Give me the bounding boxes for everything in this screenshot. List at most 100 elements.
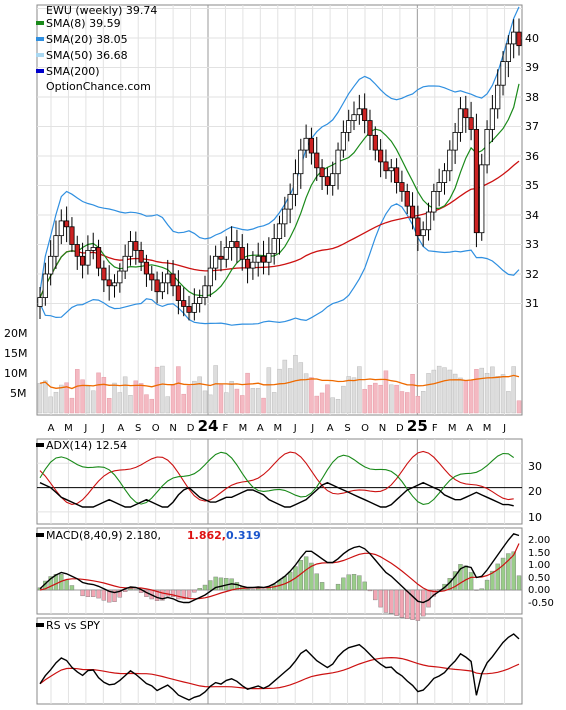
volume-tick: 15M bbox=[4, 347, 28, 360]
volume-bar bbox=[49, 397, 53, 413]
macd-histogram-bar bbox=[208, 581, 212, 590]
candle-body bbox=[458, 109, 462, 133]
candle-body bbox=[405, 191, 409, 206]
volume-bar bbox=[155, 367, 159, 413]
candle-body bbox=[304, 138, 308, 150]
candle-body bbox=[283, 209, 287, 224]
volume-bar bbox=[421, 391, 425, 413]
volume-bar bbox=[341, 386, 345, 413]
candle-body bbox=[384, 162, 388, 171]
volume-bar bbox=[160, 366, 164, 413]
candle-body bbox=[187, 306, 191, 312]
month-label: A bbox=[466, 423, 473, 434]
price-tick: 38 bbox=[525, 91, 539, 104]
candle-body bbox=[272, 239, 276, 254]
month-label: M bbox=[239, 423, 248, 434]
volume-bar bbox=[198, 377, 202, 413]
candle-body bbox=[171, 274, 175, 286]
volume-bar bbox=[352, 378, 356, 413]
candle-body bbox=[394, 168, 398, 183]
candle-body bbox=[277, 224, 281, 239]
macd-histogram-bar bbox=[395, 590, 399, 616]
volume-bar bbox=[75, 369, 79, 413]
volume-bar bbox=[192, 381, 196, 413]
candle-body bbox=[261, 256, 265, 262]
volume-bar bbox=[288, 369, 292, 413]
macd-histogram-bar bbox=[389, 590, 393, 613]
price-tick: 32 bbox=[525, 268, 539, 281]
macd-histogram-bar bbox=[368, 590, 372, 591]
volume-bar bbox=[102, 377, 106, 413]
month-label: A bbox=[117, 423, 124, 434]
macd-signal-value: 1.862, bbox=[187, 529, 226, 542]
candle-body bbox=[352, 115, 356, 121]
candle-body bbox=[315, 153, 319, 168]
candle-body bbox=[176, 286, 180, 301]
month-label: 24 bbox=[198, 417, 219, 435]
macd-histogram-bar bbox=[315, 574, 319, 590]
price-tick: 31 bbox=[525, 297, 539, 310]
month-label: M bbox=[448, 423, 457, 434]
candle-body bbox=[197, 298, 201, 304]
macd-histogram-bar bbox=[187, 590, 191, 597]
volume-bar bbox=[485, 373, 489, 413]
month-label: J bbox=[310, 423, 314, 434]
volume-bar bbox=[496, 376, 500, 413]
volume-bar bbox=[59, 385, 63, 413]
candle-body bbox=[144, 262, 148, 274]
candle-body bbox=[389, 168, 393, 171]
candle-body bbox=[155, 280, 159, 292]
candle-body bbox=[166, 274, 170, 283]
candle-body bbox=[139, 250, 143, 262]
volume-bar bbox=[411, 374, 415, 413]
candle-body bbox=[59, 221, 63, 236]
volume-bar bbox=[54, 392, 58, 413]
candle-body bbox=[192, 304, 196, 313]
legend-sma20: SMA(20) 38.05 bbox=[46, 33, 128, 46]
volume-bar bbox=[278, 369, 282, 413]
candle-body bbox=[496, 85, 500, 109]
price-tick: 37 bbox=[525, 120, 539, 133]
candle-body bbox=[118, 271, 122, 283]
candle-body bbox=[490, 109, 494, 130]
rs-swatch bbox=[36, 623, 44, 627]
month-label: F bbox=[432, 423, 438, 434]
macd-histogram-bar bbox=[469, 572, 473, 590]
candle-body bbox=[112, 283, 116, 286]
macd-histogram-bar bbox=[416, 590, 420, 621]
candle-body bbox=[96, 247, 100, 268]
volume-bar bbox=[246, 373, 250, 413]
candle-body bbox=[501, 62, 505, 86]
volume-bar bbox=[166, 397, 170, 413]
volume-bar bbox=[171, 385, 175, 413]
rs-legend: RS vs SPY bbox=[36, 619, 100, 632]
macd-histogram-bar bbox=[501, 558, 505, 590]
price-tick: 33 bbox=[525, 238, 539, 251]
month-label: J bbox=[502, 423, 506, 434]
candle-body bbox=[474, 129, 478, 232]
candle-body bbox=[416, 218, 420, 236]
volume-bar bbox=[389, 385, 393, 413]
macd-swatch bbox=[36, 533, 44, 537]
volume-bar bbox=[427, 373, 431, 413]
candle-body bbox=[400, 183, 404, 192]
volume-bar bbox=[309, 377, 313, 413]
price-tick: 35 bbox=[525, 179, 539, 192]
volume-bar bbox=[299, 363, 303, 413]
volume-tick: 5M bbox=[10, 387, 27, 400]
macd-histogram-bar bbox=[123, 590, 127, 592]
macd-histogram-bar bbox=[192, 590, 196, 592]
volume-bar bbox=[43, 381, 47, 413]
candle-body bbox=[320, 168, 324, 177]
macd-histogram-bar bbox=[341, 578, 345, 590]
macd-tick: 0.00 bbox=[528, 585, 550, 596]
volume-bar bbox=[144, 395, 148, 413]
volume-bar bbox=[347, 376, 351, 413]
month-label: M bbox=[273, 423, 282, 434]
adx-swatch bbox=[36, 443, 44, 447]
candle-body bbox=[91, 247, 95, 250]
volume-bar bbox=[517, 401, 521, 413]
volume-bar bbox=[214, 366, 218, 413]
macd-histogram-bar bbox=[373, 590, 377, 600]
adx-title: ADX(14) 12.54 bbox=[46, 439, 127, 452]
